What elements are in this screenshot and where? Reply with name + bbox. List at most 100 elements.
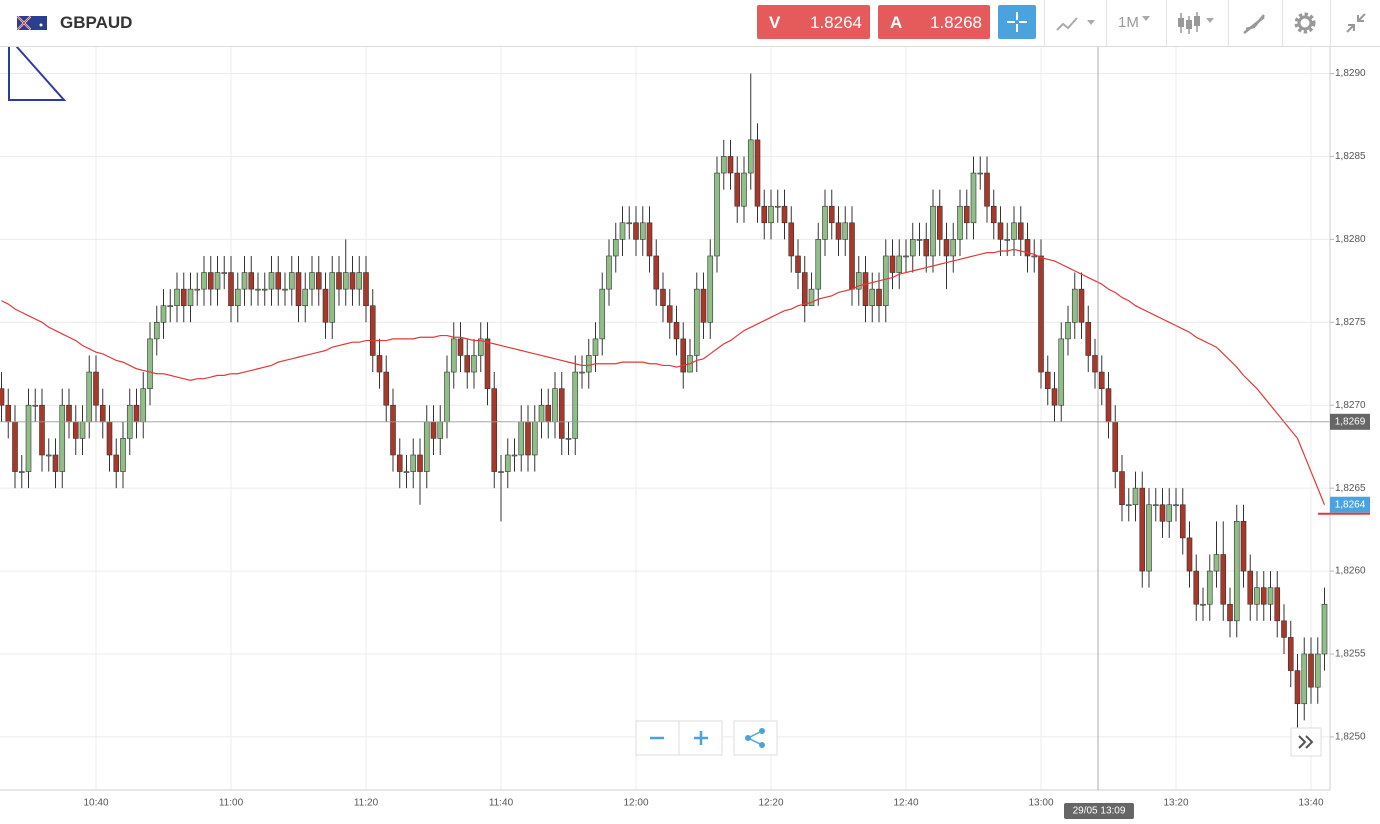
candle-body [228, 272, 234, 307]
ma-badge [1330, 496, 1370, 513]
candle-body [1193, 570, 1200, 605]
candle-body [187, 288, 194, 307]
candle-body [376, 355, 383, 373]
candle-body [268, 272, 275, 290]
candle-body [423, 421, 430, 472]
candle-body [700, 288, 707, 323]
candle-body [923, 239, 930, 257]
sell-label: V [769, 13, 781, 32]
candle-body [997, 222, 1004, 240]
candle-body [889, 255, 896, 273]
candle-body [32, 404, 39, 407]
time-badge [1064, 803, 1134, 819]
candle-body [720, 156, 727, 174]
buy-price: 1.8268 [930, 13, 982, 32]
candle-body [356, 272, 363, 290]
candle-body [781, 205, 788, 224]
share[interactable] [745, 728, 765, 748]
candle-body [194, 288, 201, 291]
candle-body [5, 404, 12, 423]
candle-body [990, 205, 997, 224]
candle-body [498, 471, 504, 473]
candle-body [126, 404, 133, 439]
candle-body [255, 288, 261, 291]
candle-body [1294, 670, 1301, 705]
candle-body [18, 471, 25, 473]
candle-body [417, 454, 423, 472]
y-tick-label: 1,8265 [1335, 483, 1366, 494]
y-tick-label: 1,8255 [1335, 649, 1366, 660]
zoom-in[interactable] [694, 731, 708, 745]
x-tick-label: 12:40 [893, 798, 918, 809]
buy-label: A [890, 13, 903, 32]
candle-body [970, 172, 977, 224]
timeframe[interactable]: 1M [1118, 14, 1139, 31]
candle-body [12, 421, 18, 472]
candle-body [207, 272, 214, 290]
candle-body [457, 338, 464, 356]
candle-body [52, 454, 59, 472]
fullscreen-button[interactable] [1344, 11, 1368, 35]
sell-button[interactable]: V 1.8264 [757, 5, 870, 39]
candle-body [774, 205, 781, 208]
candle-body [565, 438, 572, 440]
candle-body [855, 272, 862, 290]
candle-body [72, 421, 79, 439]
candle-body [302, 288, 309, 307]
candle-body [1058, 338, 1065, 406]
candle-body [518, 421, 525, 456]
candle-body [403, 471, 410, 473]
y-tick-label: 1,8285 [1335, 151, 1366, 162]
candle-body [464, 355, 471, 373]
buy-button[interactable]: A 1.8268 [878, 5, 990, 39]
candle-body [1065, 322, 1071, 340]
candle-body [430, 421, 437, 439]
candle-body [396, 454, 403, 472]
zoom-controls [635, 720, 1322, 757]
scroll-end[interactable] [1298, 735, 1314, 749]
candle-body [221, 272, 228, 274]
candle-body [1247, 570, 1254, 605]
x-tick-label: 12:00 [623, 798, 648, 809]
candle-body [1051, 388, 1058, 406]
candle-body [241, 272, 248, 290]
x-tick-label: 13:20 [1163, 798, 1188, 809]
settings-button[interactable] [1293, 11, 1317, 35]
candle-body [1206, 570, 1213, 605]
candle-body [160, 305, 167, 323]
candle-body [1152, 504, 1159, 507]
x-tick-label: 10:40 [83, 798, 108, 809]
x-tick-label: 11:40 [489, 798, 514, 809]
candle-body [329, 272, 336, 323]
draw-button[interactable] [1242, 11, 1268, 35]
crosshair-price: 1,8269 [1335, 416, 1366, 427]
candles-button[interactable] [1176, 10, 1221, 36]
y-tick-label: 1,8250 [1335, 732, 1366, 743]
candle-body [788, 222, 795, 257]
candle-body [147, 338, 153, 389]
candle-body [336, 272, 342, 290]
candle-body [909, 239, 916, 257]
candle-body [1105, 388, 1112, 423]
candle-body [1200, 603, 1206, 606]
candle-body [1186, 537, 1193, 572]
crosshair-button[interactable] [998, 5, 1036, 39]
candle-body [761, 205, 768, 224]
chart-type-button[interactable] [1055, 12, 1100, 34]
candle-body [727, 156, 734, 174]
candle-body [558, 388, 565, 439]
candle-body [1213, 554, 1220, 572]
candle-body [66, 404, 72, 423]
candle-body [1179, 504, 1186, 539]
candle-body [1004, 239, 1011, 241]
candle-body [1098, 371, 1105, 389]
candle-body [295, 272, 302, 307]
candle-body [1125, 504, 1132, 507]
y-tick-label: 1,8270 [1335, 400, 1366, 411]
candle-body [1071, 288, 1078, 323]
candle-body [390, 404, 396, 456]
candle-body [1159, 504, 1166, 522]
candle-body [133, 404, 140, 423]
